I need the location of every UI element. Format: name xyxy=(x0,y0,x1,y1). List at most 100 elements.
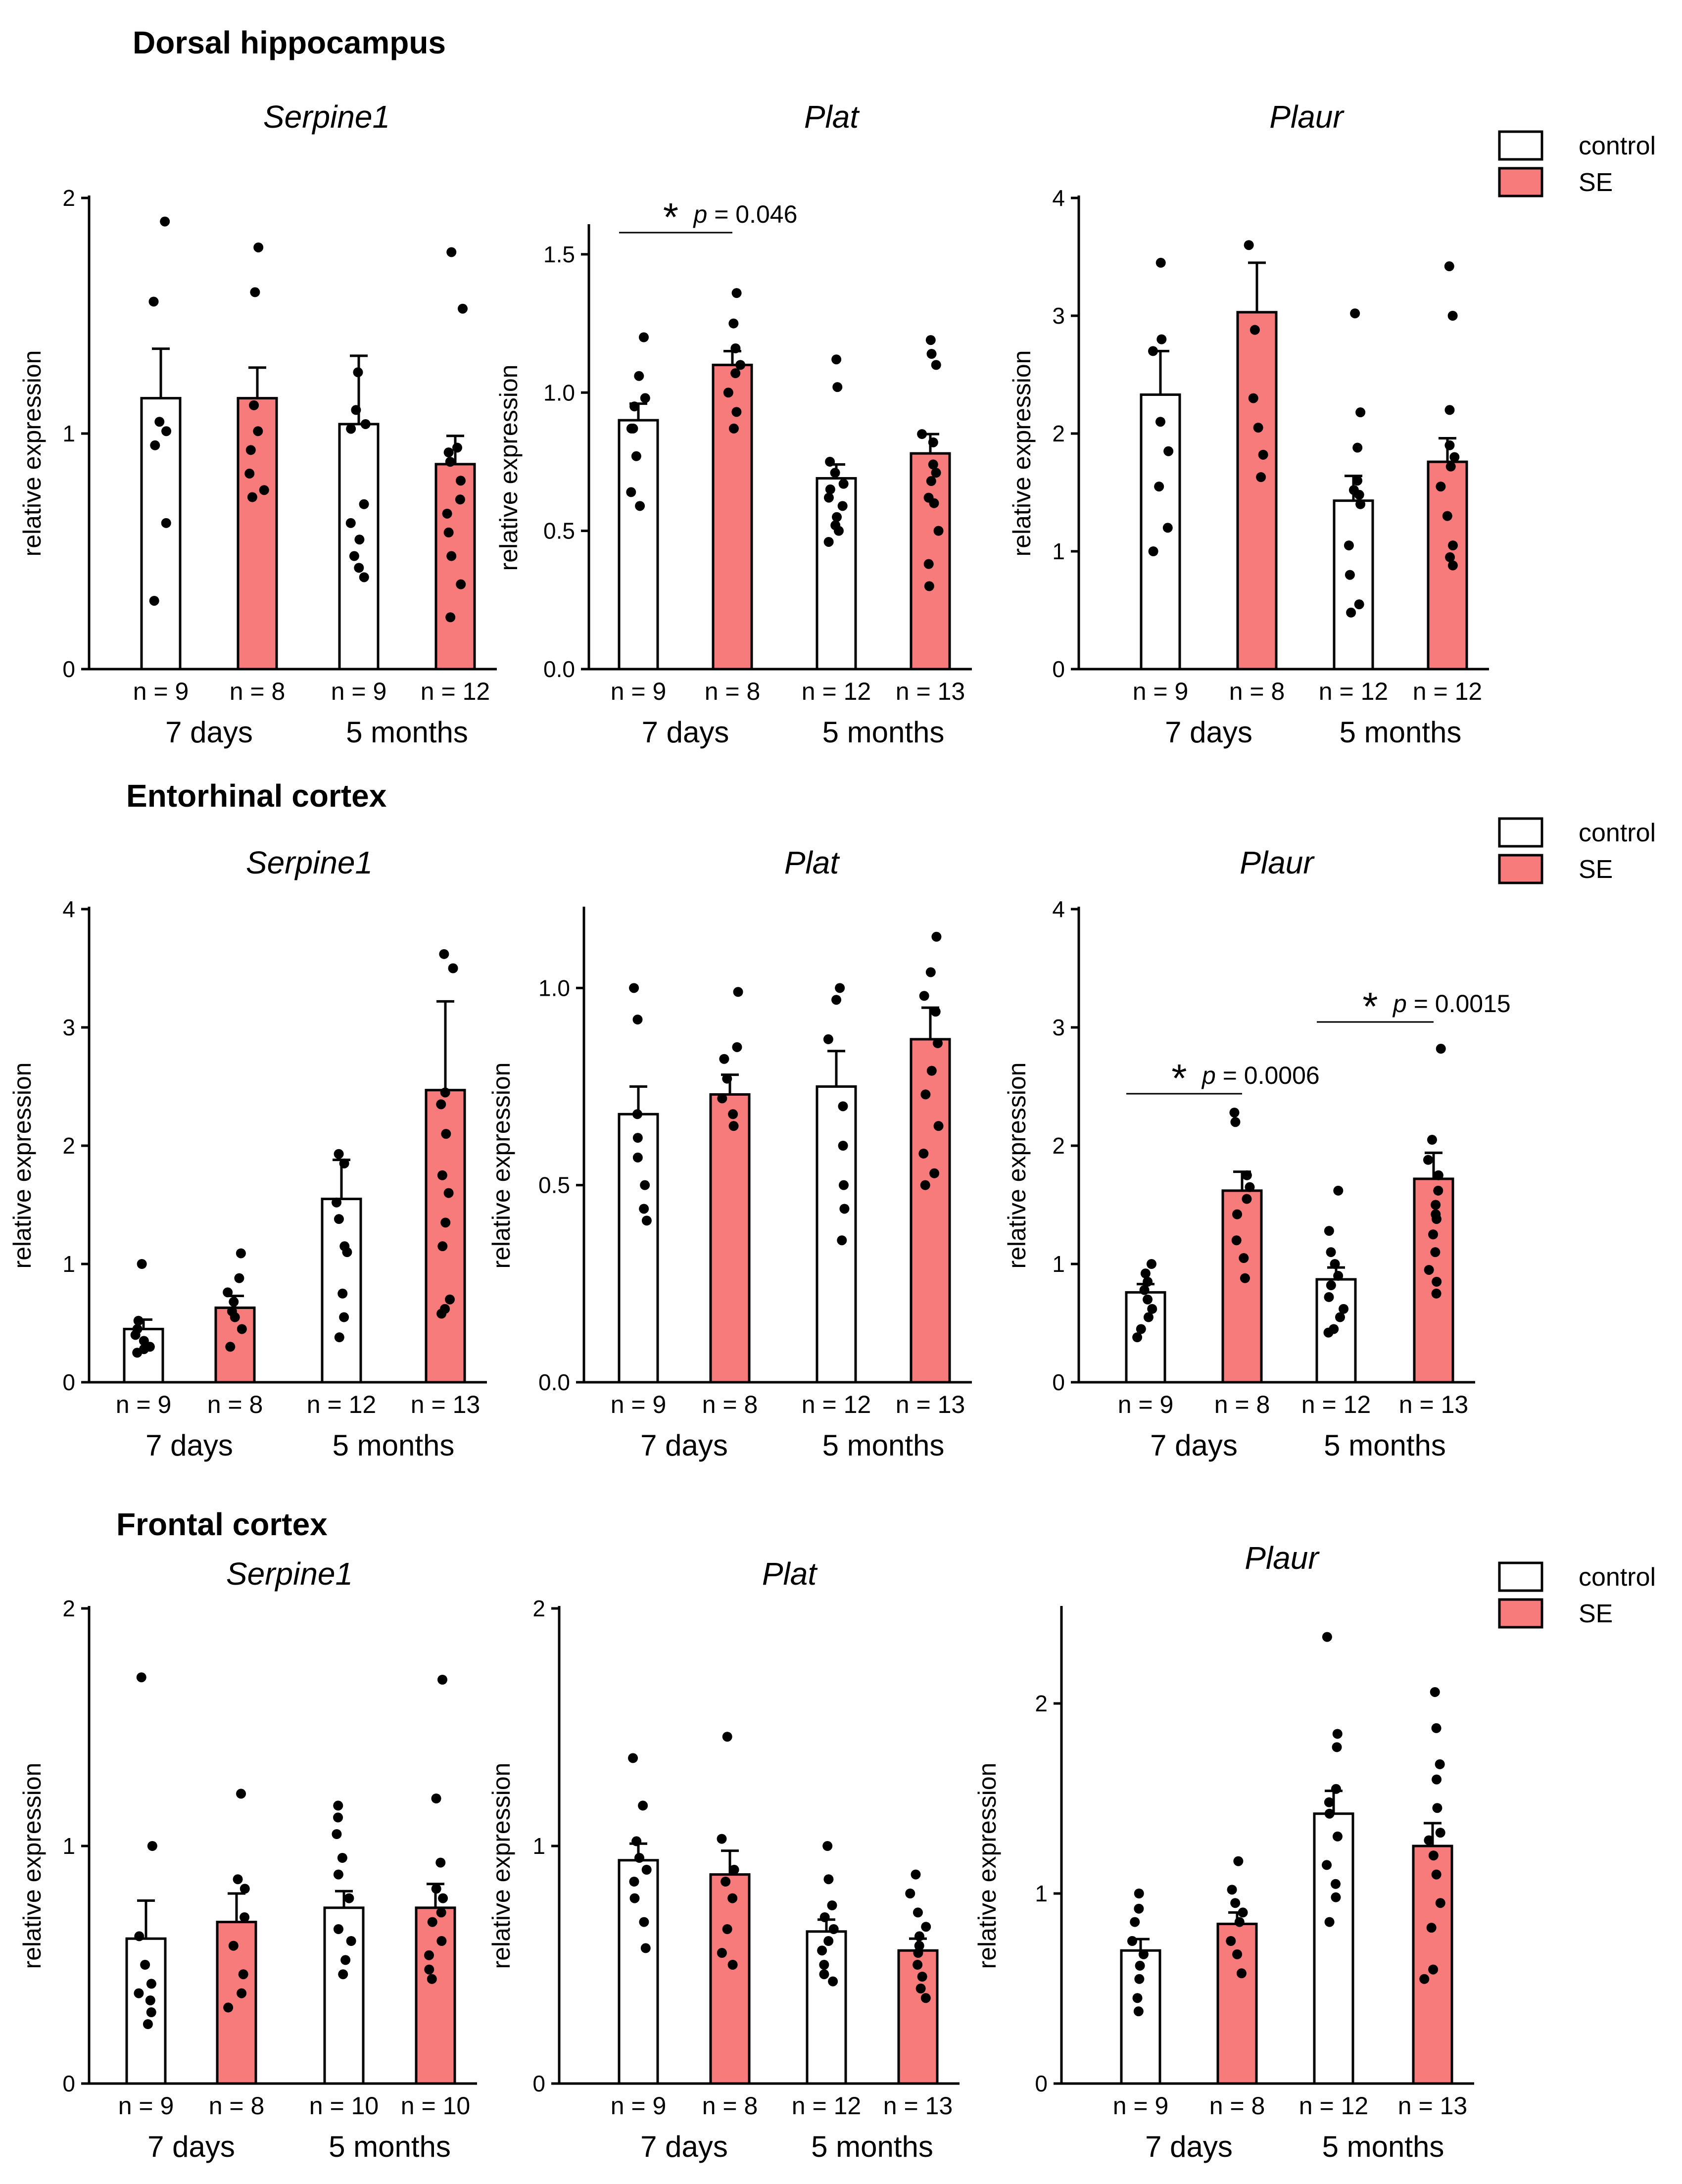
data-point xyxy=(634,371,644,381)
data-point xyxy=(436,1309,447,1319)
data-point xyxy=(437,1675,448,1685)
data-point xyxy=(629,983,639,993)
data-point xyxy=(253,426,263,437)
data-point xyxy=(133,1315,144,1326)
data-point xyxy=(632,1152,643,1163)
legend-entorhinal: control SE xyxy=(1498,817,1656,884)
data-point xyxy=(342,1247,352,1258)
n-label: n = 13 xyxy=(1398,2092,1467,2120)
n-label: n = 13 xyxy=(896,1391,965,1418)
data-point xyxy=(332,1829,342,1839)
y-tick-label: 1 xyxy=(1052,1251,1065,1277)
data-point xyxy=(1134,1889,1144,1898)
data-point xyxy=(823,1034,833,1044)
chart-panel-1: Plat relative expression 0.0 0.5 1.0 1.5 n = 9… xyxy=(495,99,972,749)
data-point xyxy=(1432,1774,1442,1785)
data-point xyxy=(1234,1917,1245,1927)
data-point xyxy=(641,1215,652,1226)
y-axis-label: relative expression xyxy=(8,1063,36,1269)
n-label: n = 9 xyxy=(118,2092,174,2120)
data-point xyxy=(919,991,929,1001)
n-label: n = 12 xyxy=(802,1391,871,1418)
data-point xyxy=(913,1948,923,1958)
data-point xyxy=(445,612,456,623)
data-point xyxy=(827,1900,837,1910)
data-point xyxy=(1431,1869,1442,1880)
section-title-entorhinal-cortex: Entorhinal cortex xyxy=(126,778,387,814)
legend-control-swatch xyxy=(1498,1561,1543,1592)
data-point xyxy=(229,1297,239,1307)
chart-title: Serpine1 xyxy=(246,845,373,880)
group-label: 7 days xyxy=(165,716,253,749)
data-point xyxy=(1324,1226,1334,1236)
data-point xyxy=(337,1288,348,1299)
data-point xyxy=(334,1332,344,1343)
data-point xyxy=(230,1312,240,1322)
data-point xyxy=(1331,1892,1341,1902)
chart-panel-4: Plat relative expression 0.0 0.5 1.0 n = 9 n =… xyxy=(487,845,972,1462)
data-point xyxy=(931,468,941,478)
data-point xyxy=(1335,1312,1345,1322)
y-axis-label: relative expression xyxy=(18,350,46,557)
data-point xyxy=(1427,1135,1437,1145)
data-point xyxy=(727,1893,738,1903)
group-label: 7 days xyxy=(147,2130,235,2163)
data-point xyxy=(337,1853,347,1863)
n-label: n = 9 xyxy=(1113,2092,1169,2120)
data-point xyxy=(920,1180,930,1190)
bar-se-7days xyxy=(237,397,278,671)
y-axis-label: relative expression xyxy=(1003,1063,1031,1269)
data-point xyxy=(1245,1182,1255,1192)
data-point xyxy=(641,1865,652,1875)
data-point xyxy=(835,983,845,993)
data-point xyxy=(930,1007,941,1017)
data-point xyxy=(928,437,938,447)
n-label: n = 9 xyxy=(1118,1391,1174,1418)
data-point xyxy=(1132,1993,1143,2003)
data-point xyxy=(911,1869,921,1880)
legend-frontal: control SE xyxy=(1498,1561,1656,1629)
bar-se-5months xyxy=(434,463,476,671)
y-tick-label: 0.5 xyxy=(543,518,575,544)
legend-se-swatch xyxy=(1498,167,1543,197)
data-point xyxy=(344,1893,354,1903)
data-point xyxy=(436,1099,446,1110)
data-point xyxy=(1140,1268,1151,1279)
y-tick-label: 0 xyxy=(1035,2071,1048,2096)
data-point xyxy=(334,1214,344,1224)
data-point xyxy=(240,1912,250,1922)
data-point xyxy=(831,354,842,365)
y-axis-label: relative expression xyxy=(487,1763,515,1969)
data-point xyxy=(1136,1324,1146,1334)
data-point xyxy=(917,429,927,439)
data-point xyxy=(1249,325,1260,335)
y-axis-label: relative expression xyxy=(1008,350,1036,557)
data-point xyxy=(149,595,159,606)
data-point xyxy=(1333,1270,1344,1281)
group-label: 7 days xyxy=(640,1429,728,1462)
data-point xyxy=(926,349,937,359)
data-point xyxy=(629,1893,640,1903)
data-point xyxy=(436,1907,446,1918)
n-label: n = 9 xyxy=(611,2092,667,2120)
data-point xyxy=(234,1273,244,1283)
data-point xyxy=(1230,1117,1241,1127)
y-tick-label: 1 xyxy=(1035,1881,1048,1906)
data-point xyxy=(1435,1828,1445,1838)
group-label: 7 days xyxy=(642,716,729,749)
data-point xyxy=(635,501,645,511)
data-point xyxy=(333,1800,343,1811)
y-tick-label: 2 xyxy=(62,1133,75,1159)
y-tick-label: 1 xyxy=(1052,538,1065,564)
data-point xyxy=(631,1836,642,1846)
data-point xyxy=(721,1877,731,1887)
n-label: n = 8 xyxy=(705,678,761,705)
data-point xyxy=(339,1158,349,1168)
data-point xyxy=(1238,1907,1248,1918)
data-point xyxy=(1355,407,1366,418)
n-label: n = 12 xyxy=(1413,678,1482,705)
y-axis-label: relative expression xyxy=(487,1063,515,1269)
data-point xyxy=(427,1917,437,1927)
data-point xyxy=(1326,1247,1336,1258)
n-label: n = 12 xyxy=(1299,2092,1368,2120)
